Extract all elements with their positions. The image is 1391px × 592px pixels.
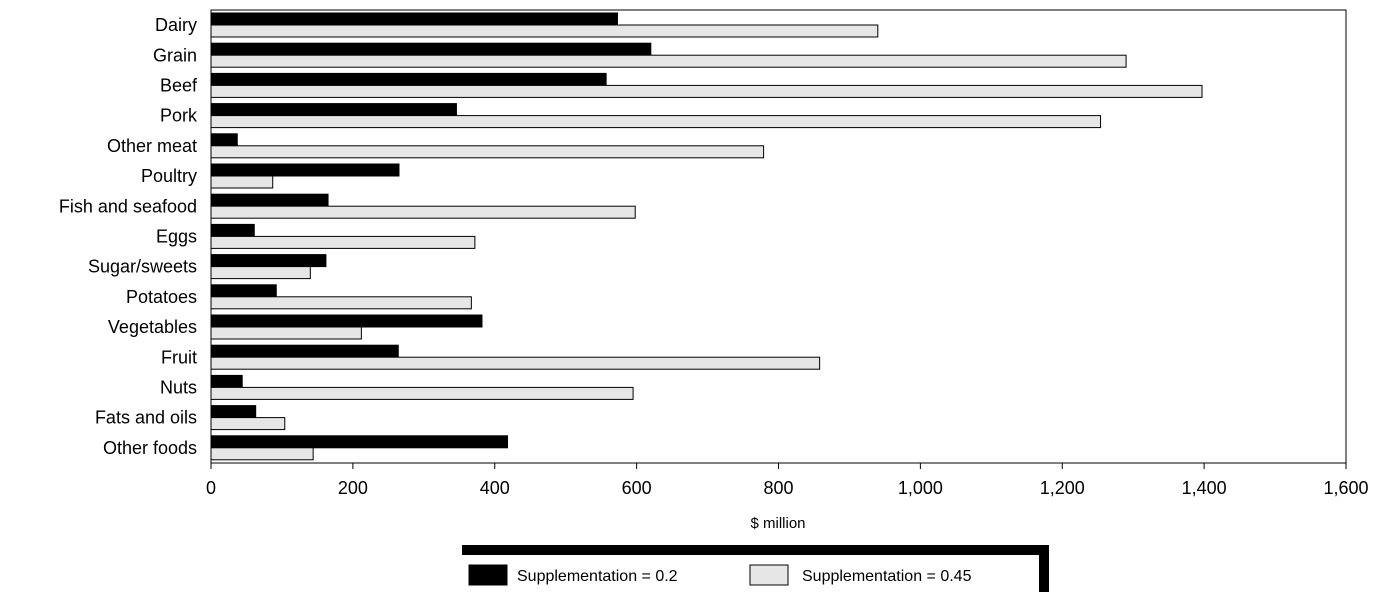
category-label: Other meat xyxy=(107,136,197,156)
legend-label-series-2: Supplementation = 0.45 xyxy=(802,568,972,585)
bar-other-foods-series-1 xyxy=(210,435,509,449)
bar-fruit-series-1 xyxy=(210,344,399,358)
legend-swatch-series-2 xyxy=(749,564,789,586)
bar-dairy-series-1 xyxy=(210,12,618,26)
category-label: Eggs xyxy=(156,227,197,247)
category-label: Fruit xyxy=(161,347,197,367)
category-label: Pork xyxy=(160,106,198,126)
bar-beef-series-2 xyxy=(210,84,1203,98)
category-label: Beef xyxy=(160,76,198,96)
bar-eggs-series-2 xyxy=(210,235,476,249)
x-tick-label: 1,000 xyxy=(898,478,943,498)
category-label: Sugar/sweets xyxy=(88,257,197,277)
legend: Supplementation = 0.2 Supplementation = … xyxy=(457,545,1049,592)
bar-beef-series-1 xyxy=(210,72,607,86)
bar-eggs-series-1 xyxy=(210,223,255,237)
bar-fish-and-seafood-series-2 xyxy=(210,205,636,219)
bar-other-meat-series-1 xyxy=(210,133,238,147)
category-label: Fish and seafood xyxy=(59,196,197,216)
bar-potatoes-series-1 xyxy=(210,284,277,298)
bar-pork-series-2 xyxy=(210,115,1102,129)
bar-vegetables-series-1 xyxy=(210,314,483,328)
x-tick-label: 1,400 xyxy=(1182,478,1227,498)
category-label: Nuts xyxy=(160,378,197,398)
bar-other-foods-series-2 xyxy=(210,447,314,461)
bar-dairy-series-2 xyxy=(210,24,879,38)
x-axis-title: $ million xyxy=(750,515,805,532)
legend-label-series-1: Supplementation = 0.2 xyxy=(517,568,678,585)
bar-fish-and-seafood-series-1 xyxy=(210,193,329,207)
category-label: Fats and oils xyxy=(95,408,197,428)
bar-sugar-sweets-series-1 xyxy=(210,254,327,268)
category-labels: Dairy Grain Beef Pork Other meat Poultry Fish … xyxy=(59,15,198,458)
bar-poultry-series-2 xyxy=(210,175,274,189)
bar-nuts-series-2 xyxy=(210,386,634,400)
x-tick-label: 800 xyxy=(763,478,793,498)
legend-box xyxy=(457,555,1039,592)
bar-fats-and-oils-series-2 xyxy=(210,417,286,431)
category-label: Other foods xyxy=(103,438,197,458)
bar-fruit-series-2 xyxy=(210,356,821,370)
category-label: Grain xyxy=(153,45,197,65)
bar-sugar-sweets-series-2 xyxy=(210,266,311,280)
x-tick-label: 1,200 xyxy=(1040,478,1085,498)
x-tick-label: 0 xyxy=(206,478,216,498)
legend-swatch-series-1 xyxy=(468,564,508,586)
bar-pork-series-1 xyxy=(210,103,457,117)
category-label: Potatoes xyxy=(126,287,197,307)
x-tick-label: 400 xyxy=(480,478,510,498)
bar-fats-and-oils-series-1 xyxy=(210,405,257,419)
bars-group xyxy=(210,12,1203,461)
category-label: Poultry xyxy=(141,166,197,186)
x-tick-label: 600 xyxy=(622,478,652,498)
bar-poultry-series-1 xyxy=(210,163,400,177)
category-label: Vegetables xyxy=(108,317,197,337)
bar-potatoes-series-2 xyxy=(210,296,472,310)
bar-grain-series-1 xyxy=(210,42,652,56)
category-label: Dairy xyxy=(155,15,197,35)
x-tick-label: 1,600 xyxy=(1323,478,1368,498)
bar-other-meat-series-2 xyxy=(210,145,765,159)
x-tick-label: 200 xyxy=(338,478,368,498)
x-axis: 0 200 400 600 800 1,000 1,200 1,400 1,600 xyxy=(206,463,1369,498)
bar-grain-series-2 xyxy=(210,54,1127,68)
bar-nuts-series-1 xyxy=(210,374,243,388)
bar-vegetables-series-2 xyxy=(210,326,362,340)
